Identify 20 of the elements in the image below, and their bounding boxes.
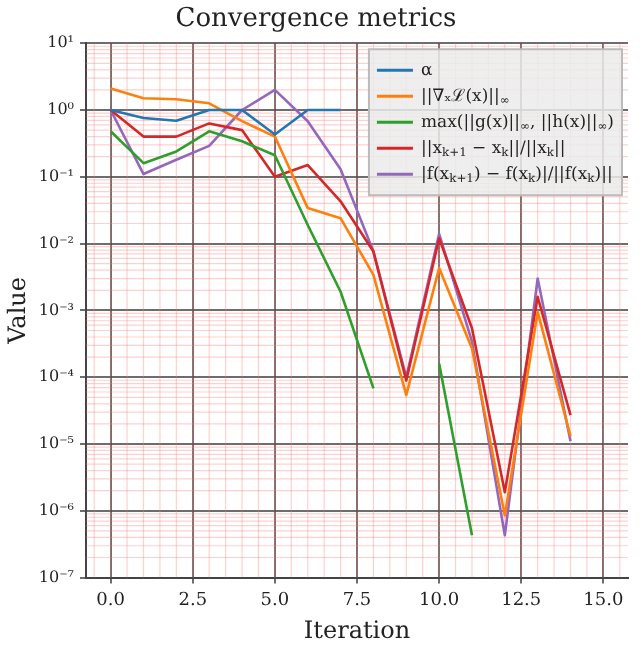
x-tick-label: 12.5 — [501, 591, 542, 612]
y-tick-label: 10⁻¹ — [38, 166, 75, 185]
x-tick-label: 5.0 — [260, 591, 290, 612]
y-tick-label: 10⁻³ — [38, 300, 75, 319]
y-axis-title: Value — [2, 277, 31, 346]
y-tick-label: 10⁻⁴ — [38, 367, 75, 386]
x-tick-label: 15.0 — [583, 591, 624, 612]
chart-title: Convergence metrics — [175, 4, 457, 35]
y-tick-label: 10⁻² — [38, 233, 75, 252]
legend-label: α — [420, 60, 433, 81]
x-tick-label: 7.5 — [342, 591, 372, 612]
y-tick-label: 10⁻⁶ — [38, 500, 75, 519]
y-tick-label: 10⁻⁵ — [38, 434, 75, 453]
x-tick-label: 10.0 — [419, 591, 460, 612]
y-tick-label: 10⁰ — [47, 100, 75, 119]
y-tick-label: 10⁻⁷ — [38, 567, 75, 586]
x-tick-label: 2.5 — [178, 591, 208, 612]
y-tick-label: 10¹ — [47, 33, 75, 52]
x-axis-title: Iteration — [303, 615, 411, 644]
x-tick-label: 0.0 — [96, 591, 126, 612]
